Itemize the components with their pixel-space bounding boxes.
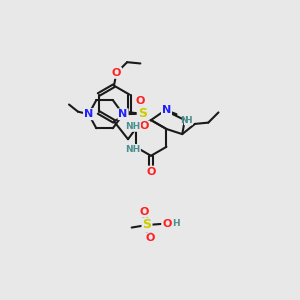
Text: S: S [142,218,152,232]
Text: O: O [145,233,155,243]
Text: O: O [112,68,121,78]
Text: N: N [84,109,93,119]
Text: NH: NH [125,122,140,131]
Text: O: O [139,207,149,217]
Text: S: S [138,107,147,120]
Text: O: O [162,219,171,229]
Text: N: N [162,105,171,116]
Text: N: N [84,109,93,119]
Text: O: O [140,122,149,131]
Text: O: O [146,167,156,176]
Text: H: H [172,219,180,228]
Text: NH: NH [125,145,140,154]
Text: N: N [118,109,128,119]
Text: H: H [184,116,192,124]
Text: N: N [180,116,188,124]
Text: O: O [135,96,145,106]
